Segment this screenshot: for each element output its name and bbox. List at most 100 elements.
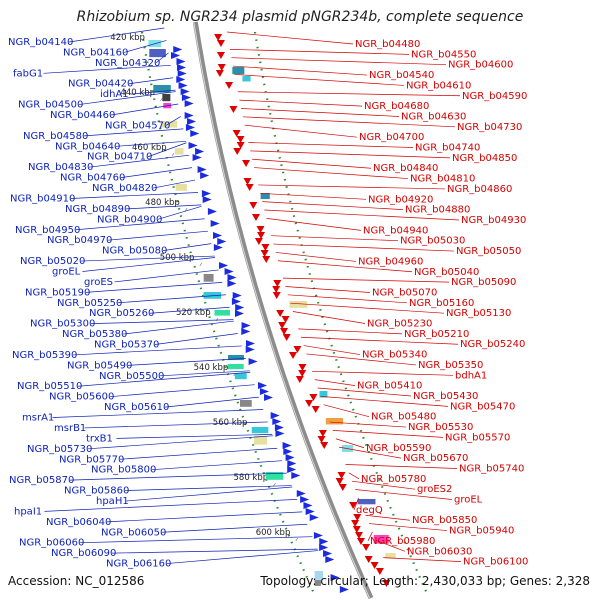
left-leader-line xyxy=(83,128,184,137)
left-leader-line xyxy=(147,142,187,158)
reverse-gene-arrow xyxy=(311,406,320,413)
left-leader-line xyxy=(43,64,171,74)
forward-gene-arrow xyxy=(325,556,335,563)
forward-gene-arrow xyxy=(171,52,181,59)
left-leader-line xyxy=(154,333,238,345)
forward-gene-arrow xyxy=(178,82,188,89)
feature-band xyxy=(175,184,187,191)
reverse-gene-arrow xyxy=(260,250,269,257)
right-gene-label: NGR_b05350 xyxy=(418,360,483,371)
right-gene-label: NGR_b05590 xyxy=(366,443,431,454)
left-gene-label: NGR_b04500 xyxy=(18,100,83,111)
reverse-gene-arrow xyxy=(305,400,314,407)
right-leader-line xyxy=(266,218,362,231)
forward-gene-arrow xyxy=(201,190,211,197)
forward-gene-arrow xyxy=(287,460,297,467)
right-gene-label: NGR_b05030 xyxy=(400,236,465,247)
right-leader-line xyxy=(345,464,458,469)
left-gene-label: NGR_b05490 xyxy=(67,360,132,371)
left-leader-line xyxy=(77,371,251,387)
left-leader-line xyxy=(122,320,234,335)
feature-band xyxy=(251,427,269,434)
left-leader-line xyxy=(106,511,303,523)
right-leader-line xyxy=(242,116,456,128)
forward-gene-arrow xyxy=(259,388,269,395)
right-gene-label: NGR_b04920 xyxy=(368,194,433,205)
right-leader-line xyxy=(320,396,449,407)
forward-gene-arrow xyxy=(245,340,255,347)
right-gene-label: NGR_b05130 xyxy=(446,308,511,319)
left-gene-label: msrA1 xyxy=(22,413,54,424)
scale-tick-line xyxy=(184,207,188,212)
feature-band xyxy=(325,418,344,425)
left-gene-label: NGR_b06040 xyxy=(46,517,111,528)
scale-tick-label: 540 kbp xyxy=(194,363,229,373)
forward-gene-arrow xyxy=(210,220,220,227)
forward-gene-arrow xyxy=(264,394,274,401)
right-leader-line xyxy=(248,142,414,148)
left-leader-line xyxy=(44,499,298,512)
forward-gene-arrow xyxy=(180,88,190,95)
forward-gene-arrow xyxy=(305,508,315,515)
right-leader-line xyxy=(303,345,361,355)
right-gene-label: groES2 xyxy=(417,484,452,495)
reverse-gene-arrow xyxy=(349,502,358,509)
right-leader-line xyxy=(332,430,444,438)
left-leader-line xyxy=(124,485,292,491)
feature-band xyxy=(203,274,214,282)
forward-gene-arrow xyxy=(184,112,194,119)
reverse-gene-arrow xyxy=(236,142,245,149)
forward-gene-arrow xyxy=(224,268,234,275)
reverse-gene-arrow xyxy=(225,82,234,89)
reverse-gene-arrow xyxy=(245,184,254,191)
left-leader-line xyxy=(152,179,196,189)
left-leader-line xyxy=(90,319,234,324)
forward-gene-arrow xyxy=(190,130,200,137)
right-leader-line xyxy=(271,235,399,242)
right-leader-line xyxy=(312,370,454,376)
left-gene-label: NGR_b05610 xyxy=(104,402,169,413)
right-gene-label: degQ xyxy=(356,505,383,516)
right-gene-label: NGR_b04930 xyxy=(461,215,526,226)
forward-gene-arrow xyxy=(217,238,227,245)
feature-band xyxy=(319,391,328,398)
left-gene-label: NGR_b04710 xyxy=(87,152,152,163)
forward-gene-arrow xyxy=(270,412,280,419)
forward-gene-arrow xyxy=(300,496,310,503)
left-gene-label: NGR_b05860 xyxy=(64,486,129,497)
left-leader-line xyxy=(126,486,293,502)
right-gene-label: NGR_b04630 xyxy=(401,111,466,122)
feature-band xyxy=(214,310,230,316)
right-leader-line xyxy=(264,209,460,221)
feature-band xyxy=(232,67,245,75)
forward-gene-arrow xyxy=(176,76,186,83)
forward-gene-arrow xyxy=(227,274,237,281)
left-gene-label: NGR_b06060 xyxy=(19,538,84,549)
reverse-gene-arrow xyxy=(216,40,225,47)
feature-band xyxy=(314,571,324,580)
right-gene-label: NGR_b04840 xyxy=(373,163,438,174)
reverse-gene-arrow xyxy=(295,376,304,383)
left-leader-line xyxy=(130,89,176,95)
reverse-gene-arrow xyxy=(309,394,318,401)
left-leader-line xyxy=(157,205,202,220)
right-gene-label: bdhA1 xyxy=(455,370,487,381)
left-gene-label: NGR_b05510 xyxy=(17,381,82,392)
scale-tick-label: 500 kbp xyxy=(160,253,195,263)
left-gene-label: NGR_b06050 xyxy=(101,527,166,538)
left-gene-label: NGR_b05800 xyxy=(91,465,156,476)
right-gene-label: NGR_b04810 xyxy=(410,174,475,185)
map-title: Rhizobium sp. NGR234 plasmid pNGR234b, c… xyxy=(76,9,524,25)
forward-gene-arrow xyxy=(235,310,245,317)
left-gene-label: NGR_b05730 xyxy=(27,444,92,455)
reverse-gene-arrow xyxy=(243,178,252,185)
right-leader-line xyxy=(365,514,411,521)
left-gene-label: fabG1 xyxy=(13,68,43,79)
left-leader-line xyxy=(120,167,193,178)
right-leader-line xyxy=(383,557,462,562)
forward-gene-arrow xyxy=(187,118,197,125)
forward-gene-arrow xyxy=(283,448,293,455)
forward-gene-arrow xyxy=(248,358,258,365)
reverse-gene-arrow xyxy=(257,232,266,239)
reverse-gene-arrow xyxy=(242,160,251,167)
